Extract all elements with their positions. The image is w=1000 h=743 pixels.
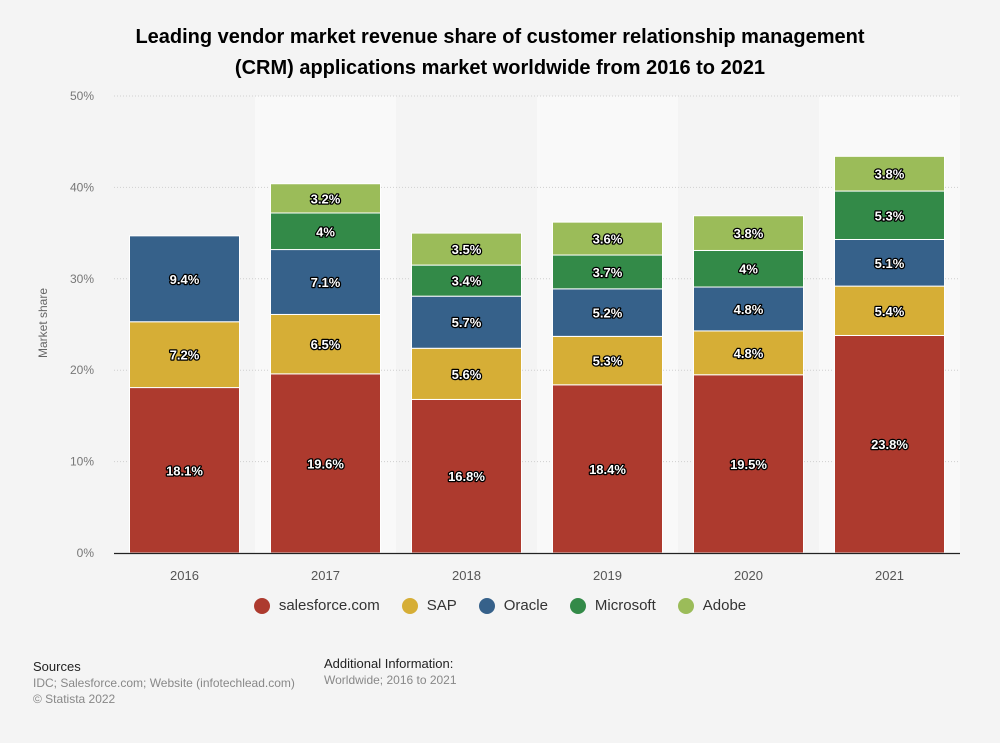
chart-title-line-1: Leading vendor market revenue share of c… bbox=[135, 26, 865, 48]
legend-swatch-adobe bbox=[677, 597, 694, 614]
data-label: 5.7% bbox=[452, 315, 482, 330]
data-label: 3.8% bbox=[734, 226, 764, 241]
data-label: 5.3% bbox=[875, 208, 905, 223]
y-tick-label: 30% bbox=[70, 272, 94, 286]
data-label: 18.4% bbox=[589, 462, 626, 477]
bar-segment bbox=[834, 155, 945, 192]
legend-item-salesforce[interactable]: salesforce.com bbox=[253, 597, 380, 614]
legend-swatch-microsoft bbox=[569, 597, 586, 614]
data-label: 3.5% bbox=[452, 242, 482, 257]
chart-title: Leading vendor market revenue share of c… bbox=[0, 22, 1000, 84]
y-tick-label: 10% bbox=[70, 455, 94, 469]
y-axis-label: Market share bbox=[36, 287, 50, 359]
copyright: © Statista 2022 bbox=[33, 692, 116, 706]
legend-label: Microsoft bbox=[594, 597, 656, 614]
bar-segment bbox=[552, 254, 663, 290]
stacked-bar-chart: 0% 10% 20% 30% 40% 50% 18.1% 7.2% 9.4% 2016 19.6% 6… bbox=[70, 89, 960, 583]
x-tick-label: 2020 bbox=[734, 568, 763, 583]
additional-info-block: Additional Information: Worldwide; 2016 … bbox=[324, 656, 457, 688]
bar-segment bbox=[270, 373, 381, 554]
data-label: 7.2% bbox=[170, 348, 200, 363]
data-label: 18.1% bbox=[166, 463, 203, 478]
bar-segment bbox=[129, 321, 240, 389]
bar-segment bbox=[834, 285, 945, 336]
data-label: 5.4% bbox=[875, 304, 905, 319]
x-tick-label: 2016 bbox=[170, 568, 199, 583]
legend-label: salesforce.com bbox=[278, 597, 380, 614]
legend-swatch-sap bbox=[401, 597, 418, 614]
bar-segment bbox=[411, 264, 522, 297]
bar-segment bbox=[693, 286, 804, 332]
legend-swatch-salesforce bbox=[253, 597, 270, 614]
bar-segment bbox=[834, 238, 945, 287]
data-label: 23.8% bbox=[871, 437, 908, 452]
bar-segment bbox=[552, 335, 663, 386]
x-tick-label: 2017 bbox=[311, 568, 340, 583]
legend-swatch-oracle bbox=[478, 597, 495, 614]
bar-segment bbox=[552, 288, 663, 337]
data-label: 6.5% bbox=[311, 337, 341, 352]
additional-info-text: Worldwide; 2016 to 2021 bbox=[324, 673, 457, 687]
legend-item-oracle[interactable]: Oracle bbox=[478, 597, 548, 614]
data-label: 3.8% bbox=[875, 167, 905, 182]
data-label: 4% bbox=[316, 224, 335, 239]
data-label: 19.5% bbox=[730, 457, 767, 472]
data-label: 9.4% bbox=[170, 272, 200, 287]
bar-segment bbox=[270, 183, 381, 214]
data-label: 4.8% bbox=[734, 302, 764, 317]
legend-label: SAP bbox=[426, 597, 457, 614]
legend-label: Oracle bbox=[503, 597, 548, 614]
x-tick-label: 2019 bbox=[593, 568, 622, 583]
data-label: 4.8% bbox=[734, 346, 764, 361]
bar-segment bbox=[129, 387, 240, 554]
y-tick-label: 50% bbox=[70, 89, 94, 103]
bar-segment bbox=[270, 212, 381, 251]
bar-segment bbox=[129, 235, 240, 323]
bar-segment bbox=[411, 295, 522, 349]
bar-segment bbox=[270, 313, 381, 375]
chart-title-line-2: (CRM) applications market worldwide from… bbox=[234, 57, 766, 79]
bar-segment bbox=[270, 249, 381, 315]
data-label: 19.6% bbox=[307, 456, 344, 471]
legend: salesforce.com SAP Oracle Microsoft Adob… bbox=[0, 597, 1000, 614]
data-label: 3.2% bbox=[311, 191, 341, 206]
bar-segment bbox=[693, 330, 804, 376]
data-label: 5.2% bbox=[593, 306, 623, 321]
bar-segment bbox=[834, 334, 945, 554]
data-label: 5.1% bbox=[875, 256, 905, 271]
legend-item-adobe[interactable]: Adobe bbox=[677, 597, 747, 614]
legend-item-microsoft[interactable]: Microsoft bbox=[569, 597, 656, 614]
additional-info-heading: Additional Information: bbox=[324, 656, 454, 671]
data-label: 7.1% bbox=[311, 275, 341, 290]
bar-segment bbox=[552, 221, 663, 256]
x-tick-label: 2021 bbox=[875, 568, 904, 583]
data-label: 5.6% bbox=[452, 367, 482, 382]
data-label: 4% bbox=[739, 262, 758, 277]
sources-heading: Sources bbox=[33, 659, 81, 674]
data-label: 3.6% bbox=[593, 232, 623, 247]
bar-segment bbox=[411, 398, 522, 554]
bar-segment bbox=[552, 384, 663, 554]
y-tick-label: 0% bbox=[77, 546, 95, 560]
legend-item-sap[interactable]: SAP bbox=[401, 597, 457, 614]
data-label: 3.4% bbox=[452, 274, 482, 289]
y-tick-label: 20% bbox=[70, 363, 94, 377]
legend-label: Adobe bbox=[702, 597, 747, 614]
bar-segment bbox=[693, 374, 804, 554]
data-label: 3.7% bbox=[593, 265, 623, 280]
bar-segment bbox=[693, 249, 804, 288]
bar-segment bbox=[693, 215, 804, 251]
bar-segment bbox=[411, 232, 522, 266]
x-tick-label: 2018 bbox=[452, 568, 481, 583]
sources-text: IDC; Salesforce.com; Website (infotechle… bbox=[33, 676, 295, 690]
y-tick-label: 40% bbox=[70, 180, 94, 194]
data-label: 16.8% bbox=[448, 469, 485, 484]
data-label: 5.3% bbox=[593, 354, 623, 369]
sources-block: Sources IDC; Salesforce.com; Website (in… bbox=[33, 659, 295, 707]
